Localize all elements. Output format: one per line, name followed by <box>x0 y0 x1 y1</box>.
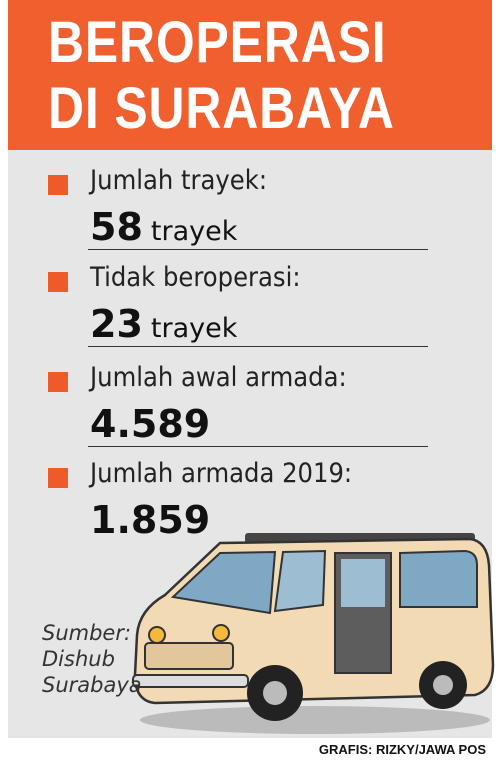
stat-label: Jumlah trayek: <box>90 165 268 196</box>
stat-label: Jumlah armada 2019: <box>90 458 353 489</box>
stat-label: Tidak beroperasi: <box>90 262 301 293</box>
grille <box>144 642 234 670</box>
stat-unit: trayek <box>150 216 238 247</box>
bullet <box>48 272 68 292</box>
title-line: DI SURABAYA <box>48 76 395 141</box>
bullet <box>48 468 68 488</box>
separator <box>88 446 428 447</box>
stat-number: 23 <box>90 302 143 346</box>
shadow <box>140 706 490 734</box>
bullet <box>48 175 68 195</box>
stat-number: 4.589 <box>90 402 211 446</box>
stat-value: 58 trayek <box>90 205 237 249</box>
headlight <box>148 626 166 644</box>
separator <box>88 346 428 347</box>
stat-value: 23 trayek <box>90 302 237 346</box>
stat-number: 1.859 <box>90 498 211 542</box>
title-line: BEROPERASI <box>48 10 387 75</box>
door-window <box>341 559 385 607</box>
stat-value: 1.859 <box>90 498 210 542</box>
side-window <box>273 549 327 613</box>
headlight <box>212 624 230 642</box>
bumper <box>132 674 249 688</box>
rear-window <box>399 549 478 608</box>
credit: GRAFIS: RIZKY/JAWA POS <box>318 742 486 757</box>
source-line: Surabaya <box>42 673 142 697</box>
hub <box>263 681 287 705</box>
source-line: Sumber: <box>42 621 132 645</box>
stat-label: Jumlah awal armada: <box>90 362 347 393</box>
separator <box>88 249 428 250</box>
stat-unit: trayek <box>150 313 238 344</box>
stat-value: 4.589 <box>90 402 210 446</box>
bullet <box>48 372 68 392</box>
stat-number: 58 <box>90 205 143 249</box>
windshield <box>170 550 277 615</box>
hub <box>433 675 453 695</box>
van-illustration <box>132 533 495 734</box>
source: Sumber: Dishub Surabaya <box>42 620 142 698</box>
source-line: Dishub <box>42 647 115 671</box>
header: BEROPERASI DI SURABAYA <box>8 0 492 150</box>
